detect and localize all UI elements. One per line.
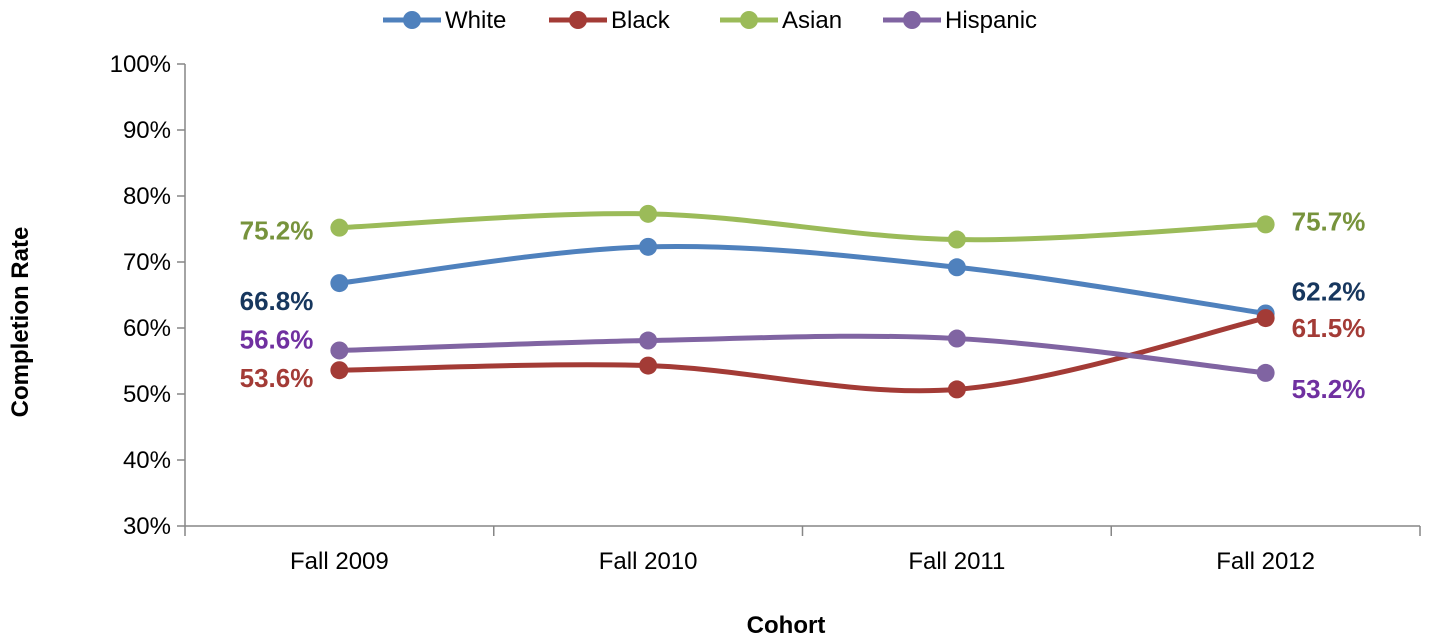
data-label-black: 61.5%: [1292, 313, 1366, 343]
series-hispanic: [330, 329, 1275, 382]
data-point-hispanic: [1256, 363, 1275, 382]
legend-label-hispanic: Hispanic: [945, 7, 1037, 34]
data-point-asian: [1256, 215, 1275, 234]
data-label-white: 62.2%: [1292, 276, 1366, 306]
y-tick-label: 70%: [123, 249, 171, 276]
series-line-white: [336, 243, 1269, 316]
legend-item-black: Black: [549, 7, 671, 34]
x-axis-ticks: Fall 2009 Fall 2010 Fall 2011 Fall 2012: [184, 526, 1421, 575]
data-point-hispanic: [947, 329, 966, 348]
legend-marker-black: [569, 11, 587, 29]
y-tick-label: 40%: [123, 447, 171, 474]
series-layer: [330, 204, 1275, 399]
x-tick-label: Fall 2010: [599, 548, 698, 575]
data-label-asian: 75.2%: [240, 216, 314, 246]
data-labels: 66.8% 62.2% 53.6% 61.5% 75.2% 75.7% 56.6% 53.2%: [240, 206, 1366, 404]
data-point-white: [639, 237, 658, 256]
series-line-asian: [336, 211, 1269, 243]
x-tick-label: Fall 2012: [1216, 548, 1315, 575]
data-label-hispanic: 56.6%: [240, 324, 314, 354]
data-label-asian: 75.7%: [1292, 206, 1366, 236]
data-point-black: [330, 361, 349, 380]
legend-label-asian: Asian: [782, 7, 842, 34]
series-asian: [330, 204, 1275, 249]
legend-item-white: White: [383, 7, 506, 34]
data-point-hispanic: [330, 341, 349, 360]
series-line-hispanic: [336, 333, 1269, 376]
data-point-hispanic: [639, 331, 658, 350]
y-tick-label: 50%: [123, 381, 171, 408]
legend-item-hispanic: Hispanic: [883, 7, 1037, 34]
legend-marker-white: [403, 11, 421, 29]
legend-label-white: White: [445, 7, 506, 34]
y-tick-label: 60%: [123, 315, 171, 342]
data-point-white: [330, 274, 349, 293]
y-axis-title: Completion Rate: [7, 227, 34, 418]
x-tick-label: Fall 2009: [290, 548, 389, 575]
data-label-hispanic: 53.2%: [1292, 374, 1366, 404]
data-point-asian: [639, 204, 658, 223]
data-point-black: [947, 380, 966, 399]
y-tick-label: 80%: [123, 183, 171, 210]
y-tick-label: 30%: [123, 513, 171, 540]
x-axis-title: Cohort: [747, 612, 826, 639]
legend-label-black: Black: [611, 7, 671, 34]
x-tick-label: Fall 2011: [908, 548, 1005, 575]
data-point-black: [639, 356, 658, 375]
legend-marker-asian: [740, 11, 758, 29]
legend-item-asian: Asian: [720, 7, 842, 34]
legend-marker-hispanic: [903, 11, 921, 29]
data-point-asian: [330, 218, 349, 237]
axes: 30%40%50%60%70%80%90%100% Fall 2009 Fall …: [110, 51, 1421, 575]
data-point-black: [1256, 309, 1275, 328]
y-tick-label: 90%: [123, 117, 171, 144]
y-tick-label: 100%: [110, 51, 171, 78]
data-point-asian: [947, 230, 966, 249]
data-point-white: [947, 258, 966, 277]
data-label-white: 66.8%: [240, 286, 314, 316]
y-axis-ticks: 30% 40% 50% 60% 70% 80% 90% 100%: [110, 51, 185, 540]
series-white: [330, 237, 1275, 323]
data-label-black: 53.6%: [240, 363, 314, 393]
legend: White Black Asian Hispanic: [383, 7, 1037, 34]
